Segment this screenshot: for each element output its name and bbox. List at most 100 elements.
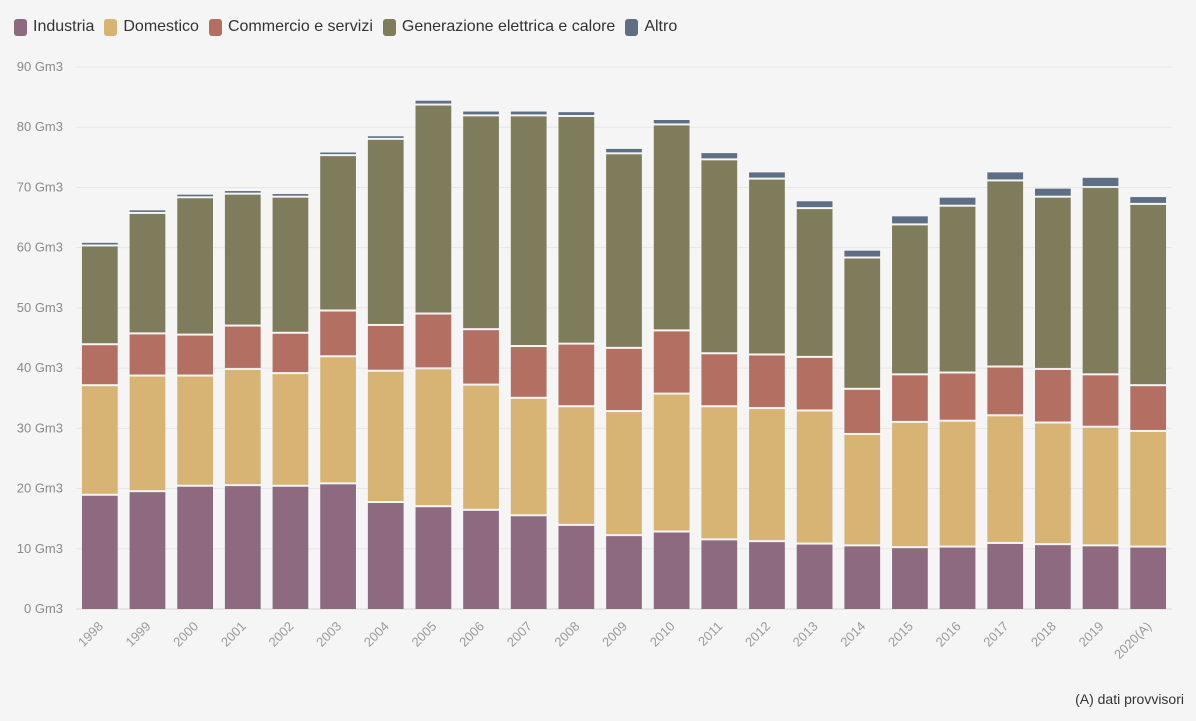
bar-segment[interactable] (367, 325, 404, 370)
bar-segment[interactable] (177, 486, 213, 609)
legend-item-industria[interactable]: Industria (14, 18, 94, 36)
bar-segment[interactable] (606, 412, 642, 535)
bar-segment[interactable] (177, 335, 213, 375)
bar-segment[interactable] (415, 314, 452, 368)
bar-segment[interactable] (224, 369, 261, 485)
bar-segment[interactable] (510, 347, 547, 397)
bar-segment[interactable] (129, 213, 166, 333)
bar-segment[interactable] (749, 355, 785, 408)
bar-segment[interactable] (81, 246, 118, 344)
bar-segment[interactable] (129, 334, 166, 375)
legend-item-altro[interactable]: Altro (625, 18, 677, 36)
bar-segment[interactable] (892, 216, 928, 224)
bar-segment[interactable] (224, 486, 261, 609)
bar-segment[interactable] (558, 116, 595, 343)
bar-segment[interactable] (129, 376, 166, 491)
bar-segment[interactable] (1082, 177, 1119, 187)
bar-segment[interactable] (510, 116, 547, 346)
bar-segment[interactable] (939, 421, 976, 546)
bar-segment[interactable] (1130, 204, 1167, 385)
bar-segment[interactable] (224, 191, 261, 193)
bar-segment[interactable] (1035, 423, 1071, 544)
bar-segment[interactable] (892, 422, 928, 547)
bar-segment[interactable] (320, 357, 356, 483)
bar-segment[interactable] (510, 516, 547, 609)
bar-segment[interactable] (81, 495, 118, 609)
bar-segment[interactable] (606, 148, 642, 153)
bar-segment[interactable] (1130, 431, 1167, 546)
bar-segment[interactable] (177, 194, 213, 197)
bar-segment[interactable] (844, 389, 881, 433)
bar-segment[interactable] (272, 333, 309, 373)
bar-segment[interactable] (463, 111, 499, 115)
bar-segment[interactable] (463, 116, 499, 329)
bar-segment[interactable] (367, 136, 404, 138)
bar-segment[interactable] (701, 407, 738, 539)
bar-segment[interactable] (987, 543, 1024, 609)
bar-segment[interactable] (367, 503, 404, 609)
bar-segment[interactable] (939, 373, 976, 420)
bar-segment[interactable] (701, 540, 738, 609)
bar-segment[interactable] (796, 209, 833, 356)
bar-segment[interactable] (129, 210, 166, 212)
bar-segment[interactable] (796, 544, 833, 609)
bar-segment[interactable] (701, 153, 738, 159)
bar-segment[interactable] (1082, 546, 1119, 609)
bar-segment[interactable] (1130, 547, 1167, 609)
bar-segment[interactable] (796, 411, 833, 543)
bar-segment[interactable] (653, 331, 690, 393)
bar-segment[interactable] (1035, 197, 1071, 368)
bar-segment[interactable] (701, 354, 738, 406)
bar-segment[interactable] (749, 179, 785, 354)
bar-segment[interactable] (463, 510, 499, 609)
bar-segment[interactable] (272, 374, 309, 485)
bar-segment[interactable] (320, 311, 356, 356)
bar-segment[interactable] (749, 542, 785, 609)
bar-segment[interactable] (939, 547, 976, 609)
bar-segment[interactable] (272, 486, 309, 609)
bar-segment[interactable] (367, 371, 404, 502)
legend-item-domestico[interactable]: Domestico (104, 18, 199, 36)
bar-segment[interactable] (177, 198, 213, 334)
bar-segment[interactable] (606, 154, 642, 347)
bar-segment[interactable] (653, 532, 690, 609)
bar-segment[interactable] (701, 160, 738, 353)
bar-segment[interactable] (558, 112, 595, 115)
bar-segment[interactable] (892, 548, 928, 609)
bar-segment[interactable] (606, 348, 642, 411)
bar-segment[interactable] (892, 225, 928, 374)
bar-segment[interactable] (844, 250, 881, 257)
bar-segment[interactable] (367, 139, 404, 324)
bar-segment[interactable] (1082, 427, 1119, 545)
bar-segment[interactable] (81, 345, 118, 385)
bar-segment[interactable] (987, 181, 1024, 366)
bar-segment[interactable] (1035, 545, 1071, 609)
bar-segment[interactable] (1035, 188, 1071, 196)
bar-segment[interactable] (415, 369, 452, 506)
bar-segment[interactable] (796, 357, 833, 410)
bar-segment[interactable] (844, 434, 881, 545)
bar-segment[interactable] (1082, 375, 1119, 426)
bar-segment[interactable] (987, 172, 1024, 180)
bar-segment[interactable] (796, 201, 833, 208)
bar-segment[interactable] (1035, 369, 1071, 422)
bar-segment[interactable] (272, 194, 309, 196)
bar-segment[interactable] (510, 111, 547, 115)
bar-segment[interactable] (606, 536, 642, 609)
bar-segment[interactable] (224, 194, 261, 325)
bar-segment[interactable] (749, 409, 785, 541)
bar-segment[interactable] (558, 407, 595, 524)
bar-segment[interactable] (177, 376, 213, 485)
bar-segment[interactable] (415, 105, 452, 313)
bar-segment[interactable] (987, 367, 1024, 415)
bar-segment[interactable] (81, 242, 118, 245)
bar-segment[interactable] (1130, 386, 1167, 430)
bar-segment[interactable] (510, 398, 547, 515)
bar-segment[interactable] (558, 344, 595, 406)
bar-segment[interactable] (653, 119, 690, 124)
bar-segment[interactable] (749, 172, 785, 178)
bar-segment[interactable] (558, 525, 595, 609)
legend-item-commercio[interactable]: Commercio e servizi (208, 18, 373, 36)
bar-segment[interactable] (415, 100, 452, 104)
bar-segment[interactable] (939, 197, 976, 205)
